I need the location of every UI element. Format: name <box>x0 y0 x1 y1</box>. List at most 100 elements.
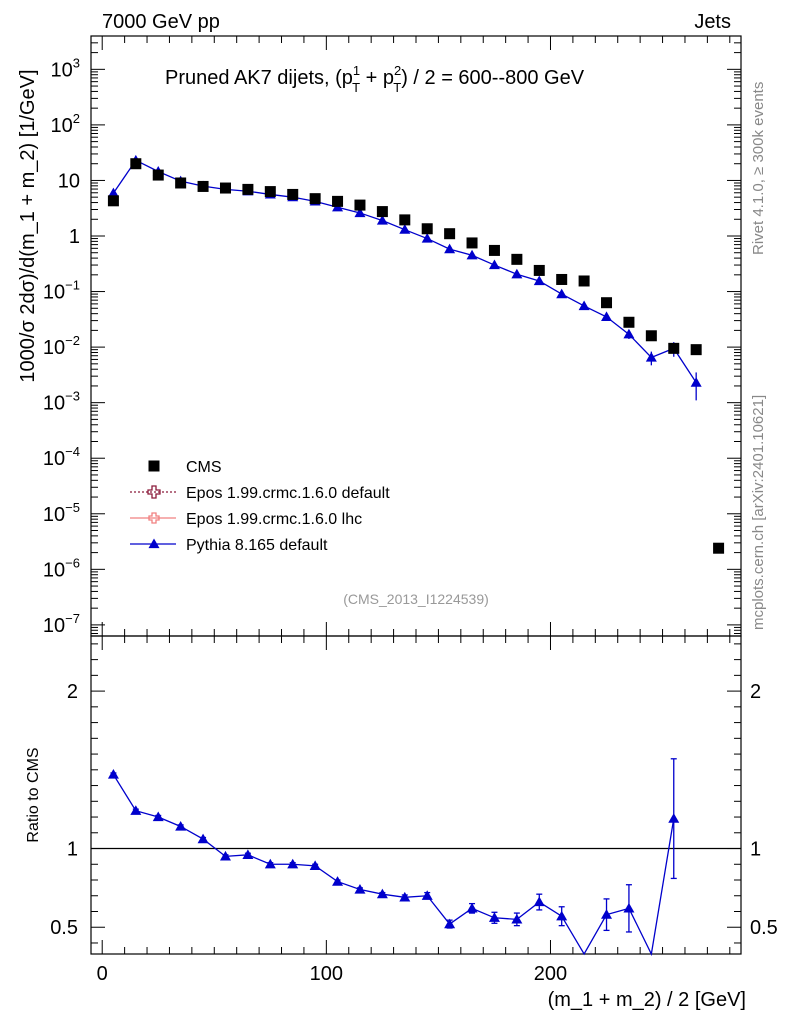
cms-point <box>668 342 680 354</box>
cms-point <box>107 195 119 207</box>
x-tick-label: 100 <box>310 963 343 985</box>
ratio-point <box>421 890 433 900</box>
y-tick-label: 10−4 <box>43 444 80 470</box>
pythia-point <box>645 352 657 362</box>
cms-point <box>309 193 321 205</box>
y-tick-label: 1 <box>69 226 80 248</box>
cms-point <box>511 253 523 265</box>
ratio-point <box>668 813 680 823</box>
data-marks <box>107 154 725 554</box>
pythia-point <box>444 243 456 254</box>
cms-point <box>376 206 388 218</box>
title-sup2: 2 <box>394 63 401 78</box>
side-label-mcplots: mcplots.cern.ch [arXiv:2401.10621] <box>750 395 767 630</box>
ratio-point <box>175 820 187 831</box>
header-right: Jets <box>694 11 731 33</box>
ratio-point <box>152 811 164 822</box>
legend-label: Epos 1.99.crmc.1.6.0 default <box>186 485 390 502</box>
legend-marker-epos-lhc <box>148 512 160 524</box>
y-axis-label: 1000/σ 2dσ)/d(m_1 + m_2) [1/GeV] <box>17 69 39 382</box>
legend-marker-cms <box>148 460 160 472</box>
header-left: 7000 GeV pp <box>102 11 220 33</box>
y-tick-label: 10−6 <box>43 555 80 581</box>
ratio-y-axis-label: Ratio to CMS <box>25 747 42 842</box>
pythia-point <box>466 249 478 260</box>
cms-point <box>242 183 254 195</box>
pythia-point <box>107 187 119 198</box>
title-sub1: T <box>352 80 360 95</box>
ratio-point <box>219 850 231 861</box>
legend-marker-epos-default <box>147 485 161 499</box>
ratio-point <box>488 912 500 922</box>
ratio-point <box>399 891 411 902</box>
ratio-point <box>376 888 388 899</box>
y-tick-label: 102 <box>51 111 80 137</box>
analysis-id: (CMS_2013_I1224539) <box>343 591 489 607</box>
ratio-point <box>332 876 344 886</box>
ratio-point <box>511 913 523 924</box>
pythia-point <box>399 224 411 234</box>
ratio-point <box>287 858 299 869</box>
ratio-marks <box>107 758 680 957</box>
legend-marker-pythia <box>148 538 160 549</box>
cms-point <box>578 275 590 287</box>
y-tick-label: 10−5 <box>43 500 80 526</box>
legend-label: Pythia 8.165 default <box>186 537 328 554</box>
ratio-point <box>601 909 613 919</box>
ratio-tick-label-right: 1 <box>750 839 761 861</box>
cms-point <box>645 330 657 342</box>
cms-point <box>399 214 411 226</box>
pythia-point <box>623 328 635 339</box>
title-part: Pruned AK7 dijets, (p <box>165 67 353 89</box>
ratio-point <box>264 858 276 869</box>
pythia-point <box>556 288 568 299</box>
pythia-point <box>511 268 523 279</box>
y-tick-label: 10−1 <box>43 278 80 304</box>
pythia-point <box>488 259 500 270</box>
ratio-point <box>623 902 635 913</box>
pythia-line <box>112 159 697 383</box>
cms-point <box>556 273 568 285</box>
cms-point <box>354 199 366 211</box>
cms-point <box>332 195 344 207</box>
cms-point <box>219 182 231 194</box>
legend-label: Epos 1.99.crmc.1.6.0 lhc <box>186 511 362 528</box>
pythia-point <box>533 275 545 286</box>
cms-point <box>444 228 456 240</box>
cms-point <box>197 180 209 192</box>
y-tick-label: 10 <box>58 170 80 192</box>
axis-ticks: 0 100 20010310210110−110−210−310−410−510−6… <box>43 36 778 985</box>
cms-point <box>533 264 545 276</box>
title-mid: + p <box>360 67 394 89</box>
legend: CMS Epos 1.99.crmc.1.6.0 default Epos 1.99… <box>130 459 390 554</box>
ratio-point <box>466 902 478 913</box>
cms-point <box>713 542 725 554</box>
cms-point <box>130 158 142 170</box>
pythia-point <box>601 311 613 322</box>
pythia-point <box>690 377 702 387</box>
cms-point <box>623 316 635 328</box>
ratio-plot-frame <box>90 635 742 955</box>
x-tick-label: 200 <box>534 963 567 985</box>
ratio-tick-label: 1 <box>67 839 78 861</box>
cms-point <box>690 344 702 356</box>
cms-point <box>175 177 187 189</box>
pythia-point <box>354 207 366 218</box>
ratio-point <box>533 896 545 907</box>
ratio-line <box>112 774 675 957</box>
legend-label: CMS <box>186 459 222 476</box>
ratio-point <box>130 805 142 815</box>
y-tick-label: 10−3 <box>43 389 80 415</box>
pythia-point <box>578 300 590 311</box>
ratio-tick-label: 2 <box>67 681 78 703</box>
y-tick-label: 103 <box>51 55 80 81</box>
x-tick-label: 0 <box>97 963 108 985</box>
y-tick-label: 10−7 <box>43 611 80 637</box>
ratio-point <box>309 860 321 870</box>
ratio-tick-label: 0.5 <box>50 917 78 939</box>
ratio-tick-label-right: 0.5 <box>750 917 778 939</box>
ratio-point <box>197 833 209 844</box>
y-tick-label: 10−2 <box>43 333 80 359</box>
plot-title: Pruned AK7 dijets, (p1 T + p2 T) / 2 = 600… <box>165 63 585 95</box>
